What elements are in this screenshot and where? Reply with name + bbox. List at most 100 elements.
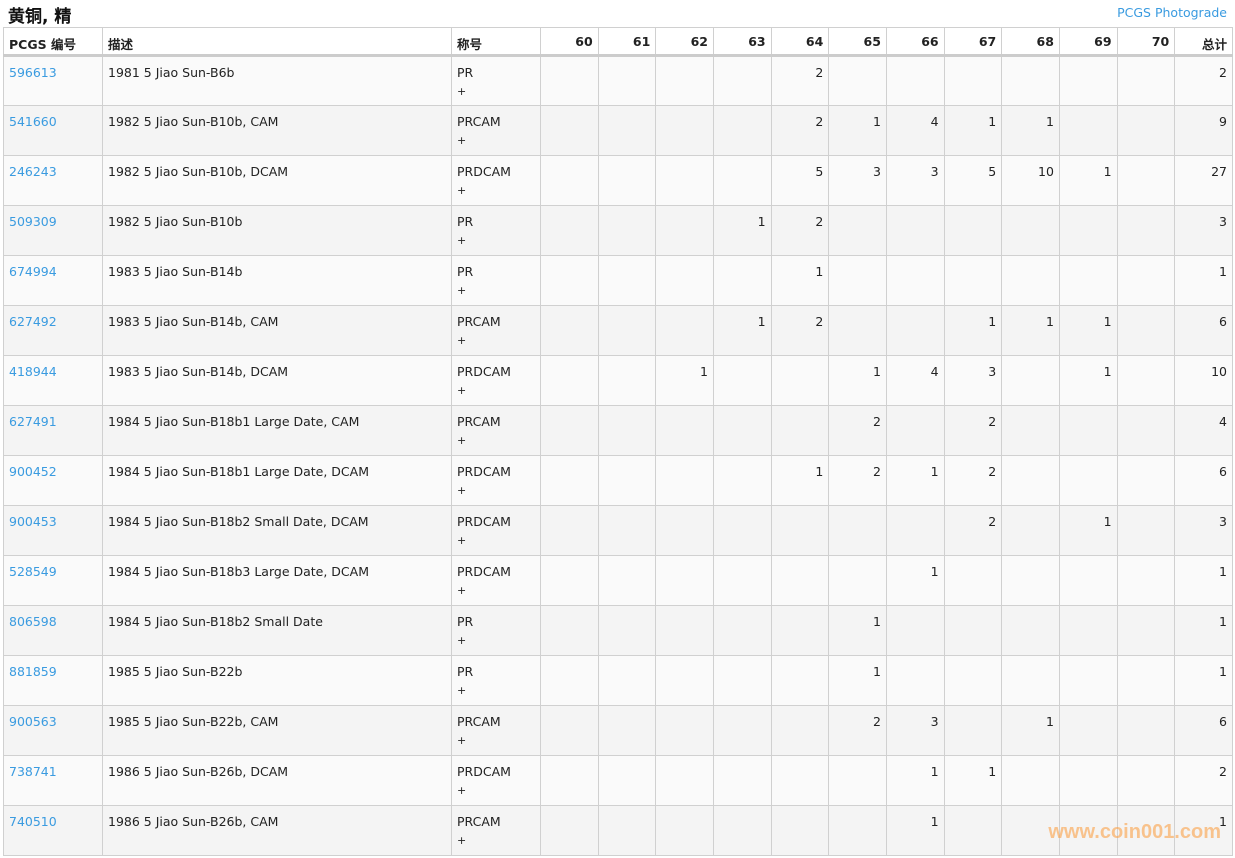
pcgs-number-link[interactable]: 418944 bbox=[9, 364, 57, 379]
grade-count-cell bbox=[712, 105, 772, 156]
grade-count-cell bbox=[655, 605, 714, 656]
pcgs-number-link[interactable]: 900563 bbox=[9, 714, 57, 729]
grade-count-cell bbox=[1001, 55, 1060, 106]
grade-count-cell bbox=[943, 655, 1003, 706]
pcgs-cell: 627492 bbox=[3, 305, 103, 356]
pcgs-number-link[interactable]: 881859 bbox=[9, 664, 57, 679]
pcgs-number-link[interactable]: 627491 bbox=[9, 414, 57, 429]
grade-count-cell bbox=[712, 505, 772, 556]
pcgs-cell: 900452 bbox=[3, 455, 103, 506]
grade-count-cell bbox=[1116, 305, 1176, 356]
col-grade-65[interactable]: 65 bbox=[828, 27, 887, 57]
watermark: www.coin001.com bbox=[1048, 821, 1221, 843]
table-row: 900453 1984 5 Jiao Sun-B18b2 Small Date, … bbox=[3, 505, 1233, 556]
designation-cell: PRCAM + bbox=[451, 105, 541, 156]
grade-count-cell bbox=[655, 405, 714, 456]
grade-count-cell bbox=[597, 255, 657, 306]
plus-grade-label: + bbox=[457, 484, 467, 497]
grade-count-cell bbox=[540, 805, 599, 856]
pcgs-number-link[interactable]: 627492 bbox=[9, 314, 57, 329]
table-row: 418944 1983 5 Jiao Sun-B14b, DCAM PRDCAM +1… bbox=[3, 355, 1233, 406]
grade-count-cell bbox=[1058, 455, 1118, 506]
grade-count-cell bbox=[597, 305, 657, 356]
col-grade-64[interactable]: 64 bbox=[770, 27, 830, 57]
pcgs-number-link[interactable]: 541660 bbox=[9, 114, 57, 129]
grade-count-cell bbox=[828, 505, 887, 556]
grade-count-cell bbox=[770, 355, 830, 406]
col-grade-69[interactable]: 69 bbox=[1058, 27, 1118, 57]
population-table: PCGS 编号 描述 称号 60 61 62 63 64 65 66 67 68 69 70 总计 5… bbox=[3, 27, 1233, 856]
grade-count-cell: 3 bbox=[943, 355, 1003, 406]
col-grade-66[interactable]: 66 bbox=[885, 27, 945, 57]
col-grade-60[interactable]: 60 bbox=[540, 27, 599, 57]
pcgs-cell: 674994 bbox=[3, 255, 103, 306]
pcgs-number-link[interactable]: 806598 bbox=[9, 614, 57, 629]
total-cell: 1 bbox=[1174, 805, 1233, 856]
designation: PRCAM bbox=[457, 314, 501, 329]
grade-count-cell bbox=[770, 755, 830, 806]
pcgs-number-link[interactable]: 528549 bbox=[9, 564, 57, 579]
grade-count-cell bbox=[1116, 455, 1176, 506]
grade-count-cell bbox=[540, 655, 599, 706]
grade-count-cell: 3 bbox=[885, 705, 945, 756]
description-cell: 1981 5 Jiao Sun-B6b bbox=[102, 55, 452, 106]
grade-count-cell bbox=[1001, 455, 1060, 506]
col-grade-67[interactable]: 67 bbox=[943, 27, 1003, 57]
col-grade-68[interactable]: 68 bbox=[1001, 27, 1060, 57]
grade-count-cell bbox=[943, 55, 1003, 106]
grade-count-cell: 1 bbox=[885, 555, 945, 606]
designation: PR bbox=[457, 264, 474, 279]
grade-count-cell: 1 bbox=[828, 105, 887, 156]
plus-grade-label: + bbox=[457, 684, 467, 697]
grade-count-cell bbox=[770, 405, 830, 456]
designation-cell: PRDCAM + bbox=[451, 355, 541, 406]
grade-count-cell bbox=[1001, 805, 1060, 856]
grade-count-cell bbox=[655, 205, 714, 256]
description-cell: 1982 5 Jiao Sun-B10b, DCAM bbox=[102, 155, 452, 206]
grade-count-cell: 2 bbox=[828, 405, 887, 456]
grade-count-cell bbox=[1116, 705, 1176, 756]
grade-count-cell: 5 bbox=[770, 155, 830, 206]
grade-count-cell bbox=[1116, 605, 1176, 656]
col-grade-70[interactable]: 70 bbox=[1116, 27, 1176, 57]
grade-count-cell bbox=[885, 655, 945, 706]
total-cell: 3 bbox=[1174, 205, 1233, 256]
col-grade-63[interactable]: 63 bbox=[712, 27, 772, 57]
pcgs-number-link[interactable]: 509309 bbox=[9, 214, 57, 229]
grade-count-cell bbox=[540, 105, 599, 156]
pcgs-number-link[interactable]: 900453 bbox=[9, 514, 57, 529]
pcgs-number-link[interactable]: 900452 bbox=[9, 464, 57, 479]
grade-count-cell bbox=[1116, 755, 1176, 806]
grade-count-cell: 3 bbox=[828, 155, 887, 206]
col-grade-61[interactable]: 61 bbox=[597, 27, 657, 57]
grade-count-cell bbox=[597, 205, 657, 256]
table-row: 509309 1982 5 Jiao Sun-B10b PR +1 2 3 bbox=[3, 205, 1233, 256]
pcgs-number-link[interactable]: 740510 bbox=[9, 814, 57, 829]
pcgs-number-link[interactable]: 596613 bbox=[9, 65, 57, 80]
pcgs-photograde-link[interactable]: PCGS Photograde bbox=[1117, 5, 1227, 20]
pcgs-cell: 418944 bbox=[3, 355, 103, 406]
grade-count-cell bbox=[712, 605, 772, 656]
col-desc[interactable]: 描述 bbox=[102, 27, 452, 57]
pcgs-number-link[interactable]: 738741 bbox=[9, 764, 57, 779]
col-total[interactable]: 总计 bbox=[1174, 27, 1233, 57]
designation: PRCAM bbox=[457, 114, 501, 129]
pcgs-cell: 509309 bbox=[3, 205, 103, 256]
col-pcgs[interactable]: PCGS 编号 bbox=[3, 27, 103, 57]
designation-cell: PRDCAM + bbox=[451, 455, 541, 506]
pcgs-number-link[interactable]: 674994 bbox=[9, 264, 57, 279]
plus-grade-label: + bbox=[457, 534, 467, 547]
table-row: 674994 1983 5 Jiao Sun-B14b PR +1 1 bbox=[3, 255, 1233, 306]
grade-count-cell: 4 bbox=[885, 105, 945, 156]
grade-count-cell bbox=[540, 305, 599, 356]
grade-count-cell bbox=[1001, 355, 1060, 406]
designation-cell: PR + bbox=[451, 655, 541, 706]
designation-cell: PRDCAM + bbox=[451, 555, 541, 606]
grade-count-cell bbox=[1001, 655, 1060, 706]
grade-count-cell bbox=[540, 505, 599, 556]
grade-count-cell: 1 bbox=[655, 355, 714, 406]
col-grade-62[interactable]: 62 bbox=[655, 27, 714, 57]
pcgs-number-link[interactable]: 246243 bbox=[9, 164, 57, 179]
col-designation[interactable]: 称号 bbox=[451, 27, 541, 57]
grade-count-cell: 2 bbox=[828, 705, 887, 756]
